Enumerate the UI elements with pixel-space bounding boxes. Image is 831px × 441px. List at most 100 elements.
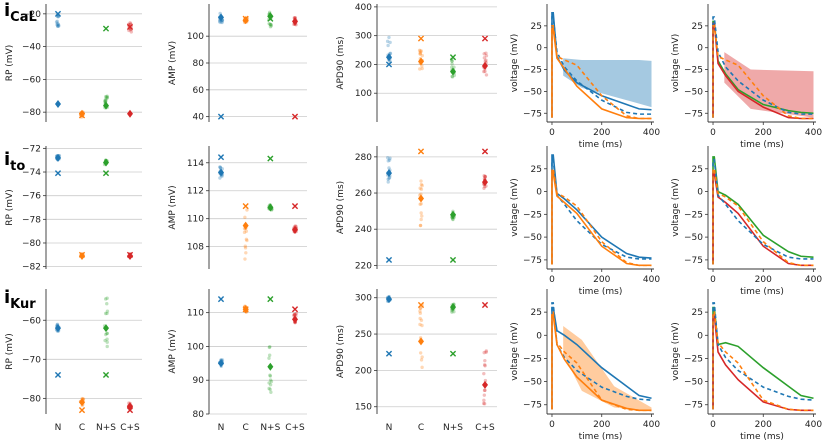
- reference-marker: [242, 15, 249, 22]
- x-tick-label: 0: [710, 128, 716, 138]
- data-point-c-s: [483, 364, 487, 368]
- trace-c-solid: [551, 27, 652, 120]
- y-axis-label: RP (mV): [5, 45, 15, 82]
- y-tick-label: −75: [523, 256, 542, 266]
- data-point-n-s: [267, 386, 271, 391]
- y-axis-label: voltage (mV): [510, 178, 520, 236]
- data-point-n: [55, 24, 60, 28]
- panel-apd-to: 220 240 260 280 APD90 (ms): [336, 146, 497, 271]
- data-point-n: [55, 19, 59, 24]
- data-point-n: [388, 40, 392, 45]
- y-axis-label: APD90 (ms): [336, 181, 346, 234]
- data-point-c: [243, 215, 247, 220]
- trace-c-dashed: [551, 311, 652, 412]
- data-point-c-s: [482, 388, 487, 393]
- y-tick-label: 25: [692, 308, 703, 318]
- x-tick-label: 0: [710, 275, 716, 285]
- data-point-c: [419, 217, 423, 222]
- data-point-n: [385, 39, 390, 44]
- x-tick-label: N: [218, 423, 225, 433]
- data-point-c-s: [128, 21, 132, 25]
- data-point-c: [243, 246, 248, 250]
- trace-n-s-solid: [712, 306, 814, 410]
- x-tick-label: 200: [593, 420, 610, 430]
- data-point-c: [244, 251, 248, 255]
- reference-marker: [54, 10, 62, 17]
- y-tick-label: −50: [523, 87, 542, 97]
- data-point-c-s: [484, 350, 488, 354]
- data-point-n: [387, 158, 392, 162]
- variability-band: [724, 52, 814, 118]
- trace-n-s-solid: [712, 20, 814, 118]
- y-tick-label: 25: [531, 165, 542, 175]
- y-tick-label: 110: [187, 309, 204, 319]
- reference-marker: [481, 301, 489, 309]
- trace-c-dashed: [712, 167, 814, 267]
- data-point-c-s: [292, 312, 297, 317]
- mean-marker: [450, 210, 456, 219]
- data-point-c-s: [482, 401, 486, 406]
- y-axis-label: AMP (mV): [168, 41, 178, 85]
- data-point-n-s: [105, 331, 109, 336]
- y-tick-label: −75: [684, 256, 703, 266]
- data-point-n-s: [105, 340, 109, 344]
- reference-marker: [417, 301, 425, 309]
- data-point-n-s: [267, 356, 271, 360]
- data-point-c-s: [482, 398, 486, 403]
- data-point-c: [419, 192, 423, 196]
- mean-marker: [418, 337, 424, 346]
- panel-amp-cal: 40 60 80 100 AMP (mV): [168, 4, 307, 123]
- data-point-n: [56, 24, 61, 28]
- x-tick-label: C: [79, 423, 85, 433]
- data-point-c: [244, 237, 249, 242]
- y-tick-label: 90: [193, 376, 205, 386]
- data-point-c-s: [484, 349, 489, 353]
- x-tick-label: 200: [593, 128, 610, 138]
- data-point-c-s: [482, 184, 487, 189]
- data-point-c-s: [483, 175, 488, 179]
- x-tick-label: N+S: [96, 423, 116, 433]
- data-point-c-s: [293, 312, 298, 316]
- y-tick-label: 100: [187, 32, 204, 42]
- reference-marker: [54, 170, 62, 177]
- y-axis-label: APD90 (ms): [336, 325, 346, 378]
- panel-v-kur-right: −75 −50 −25 0 25 voltage (mV) 0 200 400 time (ms): [671, 289, 822, 441]
- reference-marker: [417, 35, 425, 42]
- x-tick-label: N: [386, 423, 393, 433]
- y-tick-label: −80: [22, 239, 41, 249]
- y-tick-label: −78: [22, 215, 41, 225]
- reference-marker: [449, 350, 457, 357]
- data-point-c: [418, 202, 422, 206]
- panel-amp-to: 108 110 112 114 AMP (mV): [168, 146, 307, 269]
- panel-v-cal-left: −75 −50 −25 0 25 voltage (mV) 0 200 400 time (ms): [510, 4, 660, 150]
- panel-apd-kur: 150 200 250 300 APD90 (ms) N C N+S C+S: [336, 289, 497, 433]
- x-tick-label: N+S: [260, 423, 280, 433]
- data-point-c-s: [482, 69, 486, 74]
- y-tick-label: 0: [536, 188, 542, 198]
- trace-c-s-solid: [712, 172, 814, 267]
- data-point-n-s: [268, 22, 273, 27]
- data-point-c-s: [482, 174, 486, 178]
- data-point-c: [418, 49, 422, 53]
- x-tick-label: 400: [805, 275, 822, 285]
- data-point-c: [418, 223, 423, 228]
- y-tick-label: −75: [684, 109, 703, 119]
- y-tick-label: −50: [684, 87, 703, 97]
- mean-marker: [103, 101, 109, 110]
- y-tick-label: −50: [523, 233, 542, 243]
- data-point-n-s: [269, 24, 274, 28]
- trace-n-dashed: [551, 16, 652, 118]
- y-tick-label: 25: [692, 22, 703, 32]
- data-point-c: [420, 183, 424, 188]
- y-tick-label: 0: [536, 44, 542, 54]
- trace-c-dashed: [712, 311, 814, 412]
- row-label-main: i: [4, 149, 10, 170]
- mean-marker: [482, 380, 488, 389]
- y-tick-label: 114: [187, 159, 204, 169]
- data-point-c-s: [129, 30, 134, 34]
- x-tick-label: C: [243, 423, 249, 433]
- row-label-main: i: [4, 287, 10, 308]
- reference-marker: [417, 148, 425, 155]
- data-point-c-s: [483, 388, 487, 392]
- data-point-n-s: [450, 310, 454, 314]
